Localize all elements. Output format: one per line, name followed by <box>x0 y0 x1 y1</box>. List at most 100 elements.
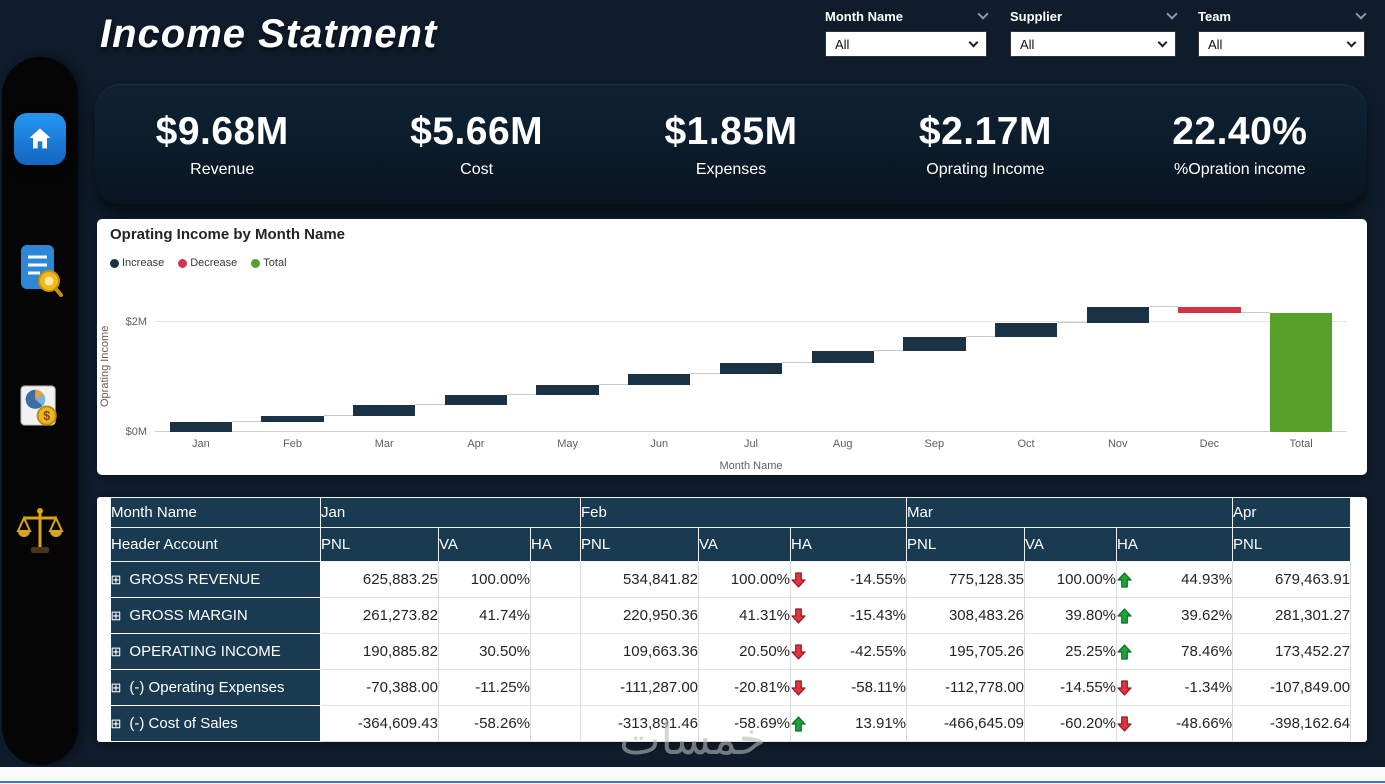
va-cell: -58.69% <box>698 705 792 742</box>
month-header-cell[interactable]: Feb <box>580 497 908 528</box>
sidebar-item-finance[interactable]: $ <box>17 383 63 429</box>
bottom-scrollbar[interactable] <box>0 767 1385 784</box>
waterfall-bar-apr[interactable] <box>444 395 508 405</box>
va-cell: 100.00% <box>698 561 792 598</box>
ha-cell: -14.55% <box>790 561 908 598</box>
supplier-dropdown[interactable]: All <box>1010 31 1176 57</box>
legend-item-total[interactable]: Total <box>251 257 287 269</box>
subheader-cell-va[interactable]: VA <box>698 527 792 562</box>
waterfall-bar-aug[interactable] <box>811 350 874 364</box>
subheader-cell-pnl[interactable]: PNL <box>320 527 439 562</box>
legend-item-increase[interactable]: Increase <box>110 257 164 269</box>
ha-cell: 13.91% <box>790 705 908 742</box>
pnl-cell: 775,128.35 <box>906 561 1026 598</box>
income-table: Month Name Jan Feb Mar Apr Header Account PNL V… <box>110 497 1352 742</box>
subheader-cell-ha[interactable]: HA <box>529 527 582 562</box>
legend-label: Decrease <box>190 257 238 269</box>
waterfall-bar-feb[interactable] <box>261 415 324 422</box>
trend-indicator: -42.55% <box>791 643 906 660</box>
filter-month-name: Month Name All <box>825 4 989 57</box>
x-axis-labels: Jan Feb Mar Apr May Jun Jul Aug Sep Oct Nov Dec Tota… <box>155 438 1347 453</box>
kpi-value: $9.68M <box>155 109 289 153</box>
month-name-dropdown[interactable]: All <box>825 31 987 57</box>
scrollbar-thumb[interactable] <box>0 781 1385 783</box>
account-cell: ⊞ GROSS REVENUE <box>110 561 321 598</box>
legend-label: Total <box>263 257 287 269</box>
expand-icon[interactable]: ⊞ <box>110 715 122 731</box>
connector-line <box>1148 306 1179 308</box>
x-tick-label: May <box>557 438 578 450</box>
subheader-cell-va[interactable]: VA <box>438 527 531 562</box>
legend-item-decrease[interactable]: Decrease <box>178 257 237 269</box>
x-tick-label: Mar <box>374 438 394 450</box>
waterfall-bar-jun[interactable] <box>628 374 691 386</box>
arrow-up-icon <box>1117 607 1132 624</box>
account-cell-content: ⊞ (-) Operating Expenses <box>110 679 320 696</box>
dropdown-value: All <box>835 36 850 52</box>
team-dropdown[interactable]: All <box>1198 31 1365 57</box>
month-header-cell[interactable]: Apr <box>1232 497 1352 528</box>
table-card: Month Name Jan Feb Mar Apr Header Account PNL V… <box>97 497 1367 742</box>
waterfall-bar-dec[interactable] <box>1178 307 1241 313</box>
x-tick-label: Jul <box>743 438 758 450</box>
trend-indicator: -58.11% <box>791 679 906 696</box>
month-header-cell[interactable]: Mar <box>906 497 1234 528</box>
waterfall-bar-jan[interactable] <box>169 421 232 432</box>
sidebar-item-report-search[interactable] <box>16 243 64 297</box>
chevron-down-icon <box>968 37 979 48</box>
subheader-cell-pnl[interactable]: PNL <box>1232 527 1352 562</box>
chevron-down-icon <box>977 8 989 20</box>
subheader-cell-ha[interactable]: HA <box>790 527 908 562</box>
chart-card: Oprating Income by Month Name Increase De… <box>97 219 1367 475</box>
va-cell: 20.50% <box>698 633 792 670</box>
va-cell: 100.00% <box>1024 561 1118 598</box>
subheader-cell-va[interactable]: VA <box>1024 527 1118 562</box>
expand-icon[interactable]: ⊞ <box>110 607 122 623</box>
kpi-expenses: $1.85M Expenses <box>604 110 858 179</box>
expand-icon[interactable]: ⊞ <box>110 643 122 659</box>
ha-value: 78.46% <box>1181 643 1233 660</box>
pnl-cell: -364,609.43 <box>320 705 439 742</box>
page-title: Income Statment <box>100 12 438 56</box>
waterfall-bar-oct[interactable] <box>994 322 1058 337</box>
account-cell-content: ⊞ GROSS REVENUE <box>110 571 320 588</box>
trend-indicator: 44.93% <box>1117 571 1232 588</box>
subheader-cell-ha[interactable]: HA <box>1116 527 1234 562</box>
account-label: (-) Operating Expenses <box>129 679 285 696</box>
waterfall-bar-jul[interactable] <box>719 363 783 375</box>
chevron-down-icon <box>1166 8 1178 20</box>
trend-indicator: -1.34% <box>1117 679 1232 696</box>
waterfall-bar-total[interactable] <box>1269 312 1333 432</box>
chart-title: Oprating Income by Month Name <box>110 226 346 243</box>
month-header-cell[interactable]: Jan <box>319 497 582 528</box>
waterfall-bar-nov[interactable] <box>1086 307 1149 323</box>
kpi-value: $2.17M <box>918 109 1052 153</box>
kpi-label: %Opration income <box>1174 160 1306 178</box>
sidebar-item-home[interactable] <box>14 113 66 165</box>
waterfall-bar-mar[interactable] <box>353 404 416 416</box>
chevron-down-icon <box>1157 37 1168 48</box>
ha-value: 13.91% <box>855 715 907 732</box>
arrow-down-icon <box>791 643 806 660</box>
va-cell: 30.50% <box>438 633 531 670</box>
filter-label: Month Name <box>825 8 903 24</box>
pnl-cell: -313,891.46 <box>580 705 700 742</box>
va-cell: -20.81% <box>698 669 792 706</box>
va-cell: -14.55% <box>1024 669 1118 706</box>
filter-label: Supplier <box>1010 8 1063 24</box>
kpi-value: $1.85M <box>664 109 798 153</box>
account-label: (-) Cost of Sales <box>129 715 238 732</box>
subheader-cell-pnl[interactable]: PNL <box>580 527 700 562</box>
sidebar-item-balance[interactable] <box>16 505 64 559</box>
connector-line <box>598 384 629 386</box>
gridline <box>155 431 1347 432</box>
subheader-cell-pnl[interactable]: PNL <box>906 527 1026 562</box>
expand-icon[interactable]: ⊞ <box>110 679 122 695</box>
expand-icon[interactable]: ⊞ <box>110 571 122 587</box>
legend-dot-icon <box>251 258 261 268</box>
waterfall-bar-may[interactable] <box>536 385 599 396</box>
connector-line <box>965 335 995 337</box>
va-cell: 25.25% <box>1024 633 1118 670</box>
waterfall-bar-sep[interactable] <box>903 336 966 351</box>
table-row: ⊞ GROSS MARGIN 261,273.82 41.74% 220,950.36 4… <box>110 597 1352 634</box>
